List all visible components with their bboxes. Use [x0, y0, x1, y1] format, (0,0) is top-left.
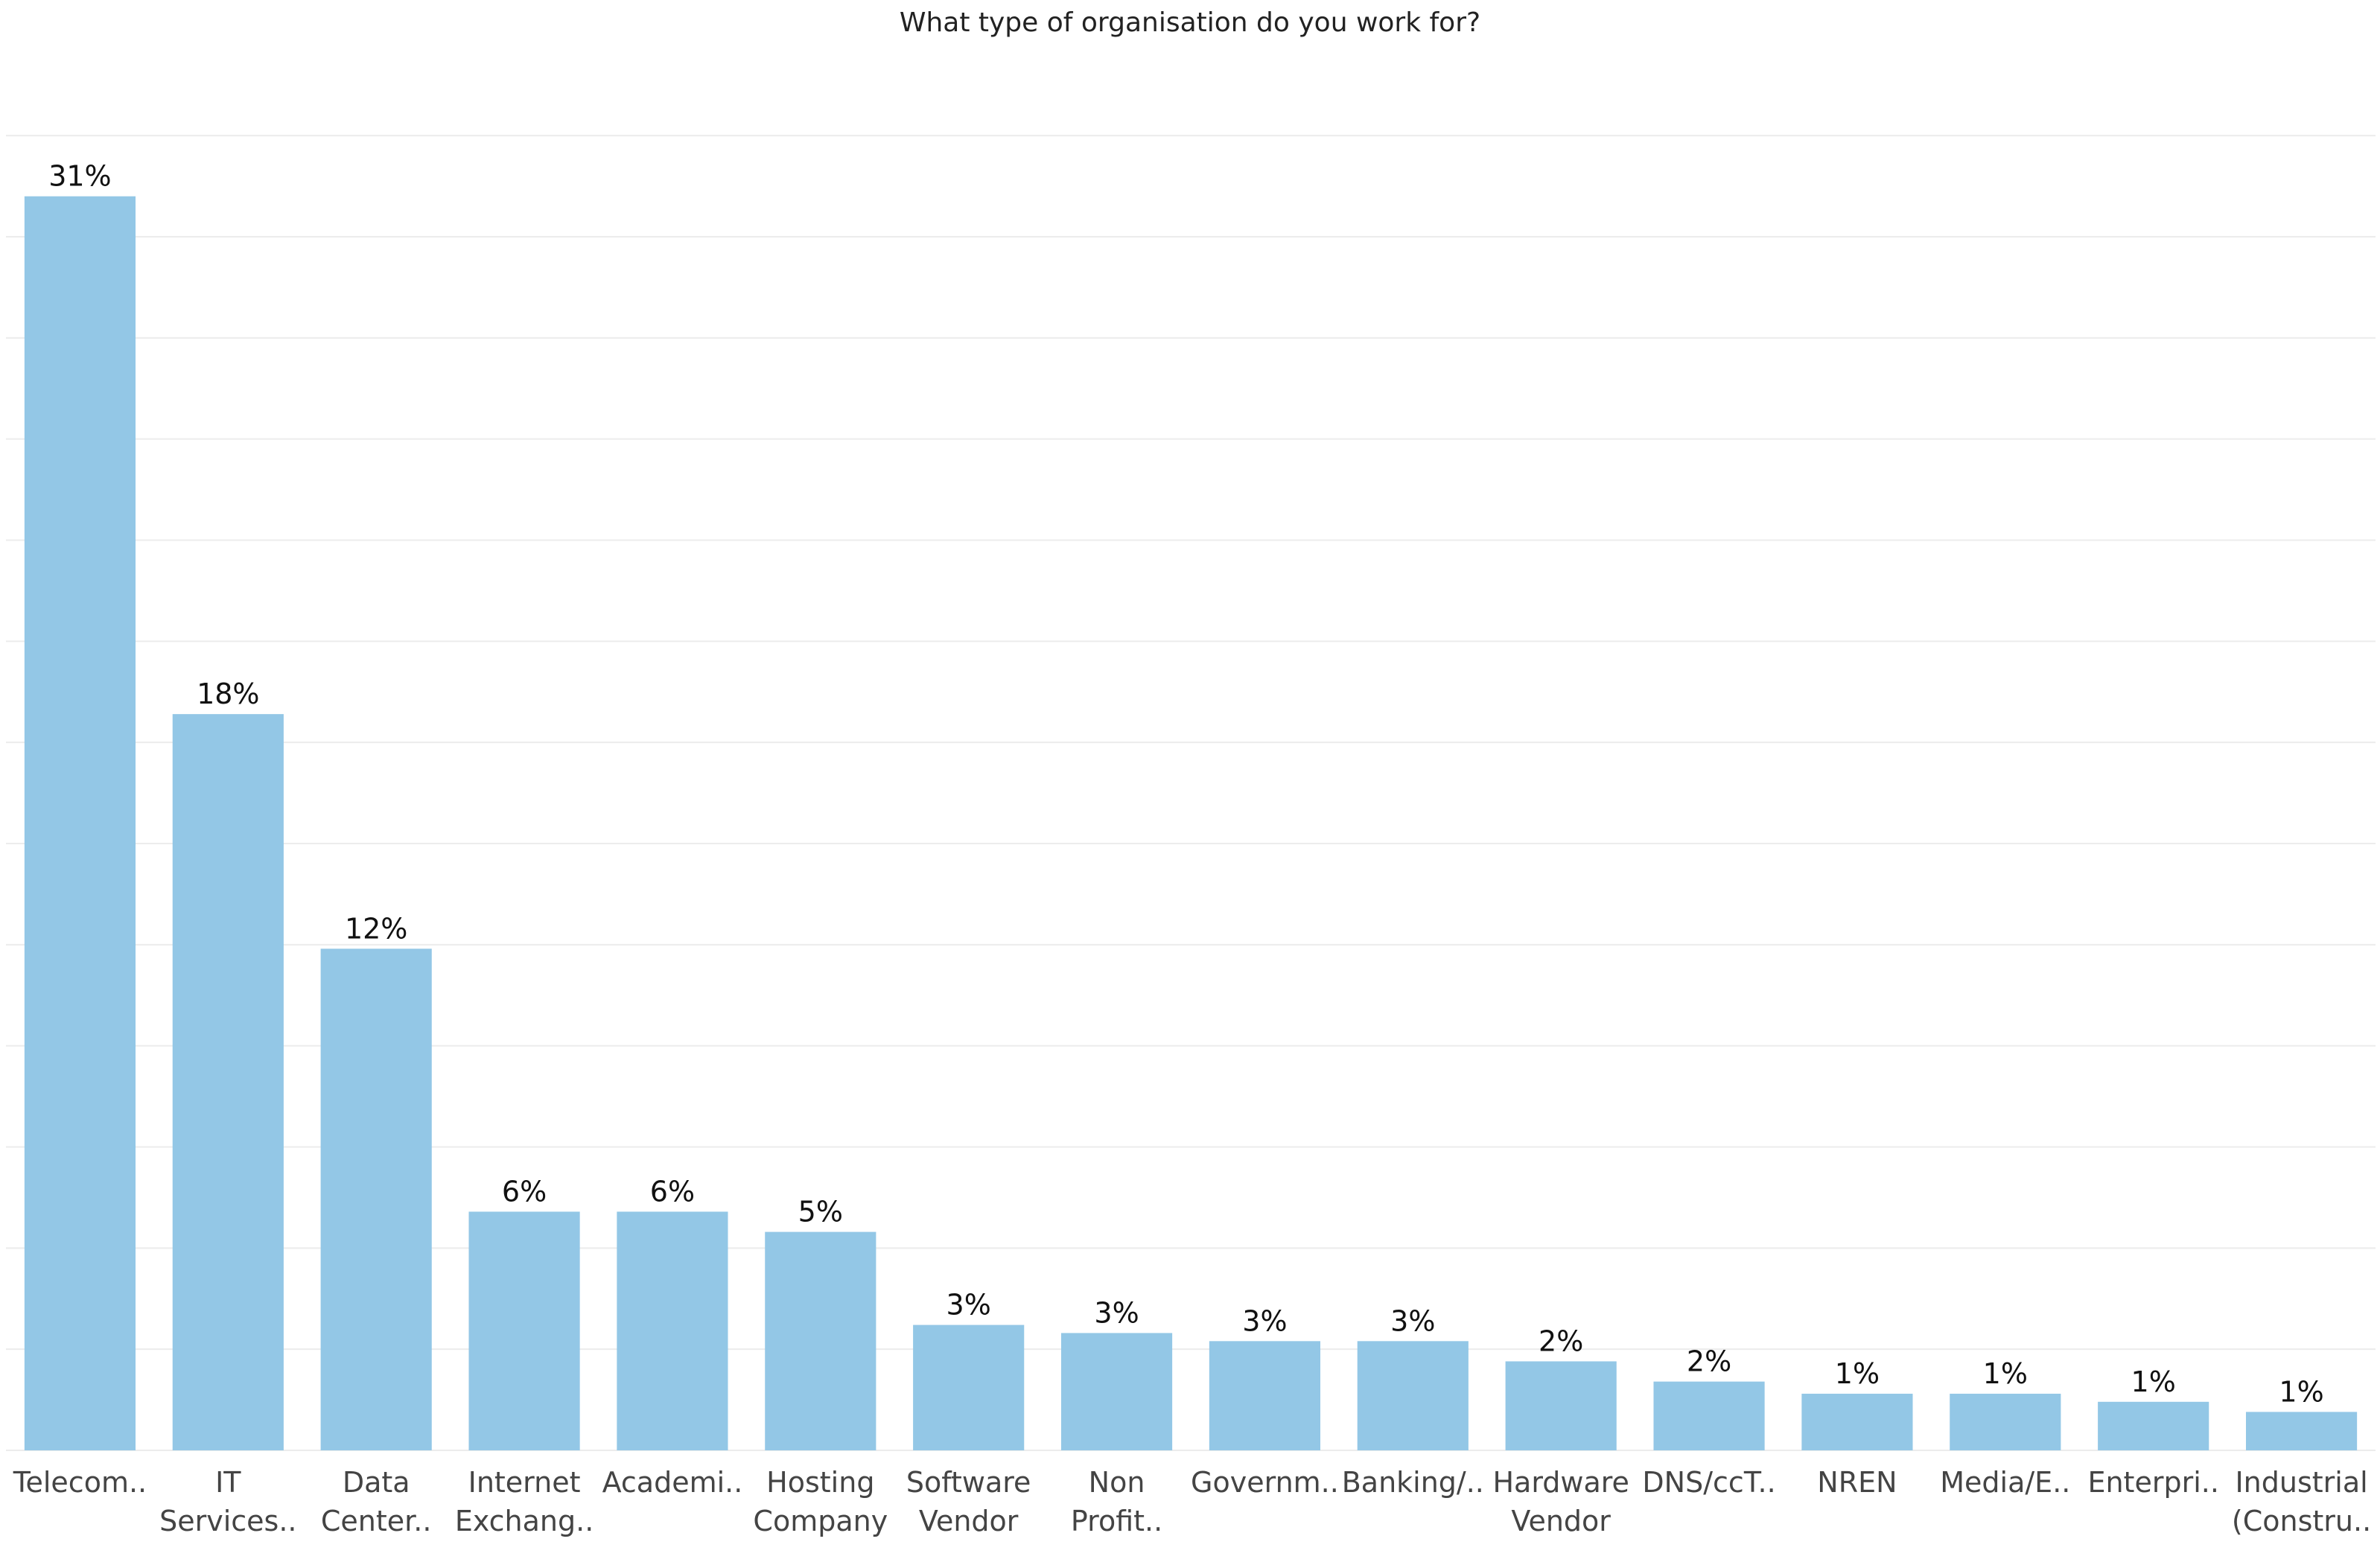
data-label-10: 2% [1539, 1325, 1583, 1357]
data-label-7: 3% [1094, 1296, 1139, 1329]
data-label-9: 3% [1390, 1304, 1435, 1337]
bar-2 [320, 949, 432, 1450]
data-label-12: 1% [1835, 1357, 1880, 1390]
data-labels: 31% 18% 12% 6% 6% 5% 3% 3% 3% 3% 2% 2% 1% 1% 1% 1% [48, 160, 2324, 1409]
x-tick-label-13: Media/E.. [1940, 1466, 2070, 1499]
x-tick-label-1: IT Services.. [159, 1466, 296, 1537]
bar-3 [468, 1211, 580, 1450]
data-label-4: 6% [650, 1175, 695, 1208]
bar-14 [2098, 1401, 2209, 1450]
x-tick-label-11: DNS/ccT.. [1642, 1466, 1775, 1499]
x-tick-label-3: Internet Exchang.. [455, 1466, 594, 1537]
bar-6 [913, 1325, 1025, 1450]
data-label-11: 2% [1687, 1345, 1731, 1378]
bar-11 [1653, 1381, 1765, 1450]
bar-5 [765, 1231, 876, 1450]
gridlines [6, 135, 2376, 1451]
bar-0 [24, 196, 136, 1451]
bar-10 [1505, 1361, 1617, 1450]
bar-4 [617, 1211, 728, 1450]
data-label-15: 1% [2279, 1375, 2323, 1408]
data-label-0: 31% [48, 160, 111, 193]
data-label-2: 12% [345, 912, 407, 945]
data-label-8: 3% [1242, 1304, 1287, 1337]
x-tick-label-8: Governm.. [1191, 1466, 1339, 1499]
x-tick-labels: Telecom.. IT Services.. Data Center.. Interne… [13, 1466, 2371, 1537]
data-label-3: 6% [502, 1175, 547, 1208]
bars [24, 196, 2358, 1451]
data-label-5: 5% [798, 1196, 843, 1228]
x-tick-label-2: Data Center.. [321, 1466, 432, 1537]
bar-1 [172, 714, 284, 1450]
data-label-1: 18% [197, 678, 259, 710]
x-tick-label-12: NREN [1817, 1466, 1897, 1499]
x-tick-label-5: Hosting Company [753, 1466, 888, 1537]
bar-12 [1801, 1393, 1913, 1450]
bar-9 [1357, 1341, 1469, 1450]
bar-15 [2245, 1412, 2358, 1450]
x-tick-label-6: Software Vendor [906, 1466, 1031, 1537]
x-tick-label-7: Non Profit.. [1071, 1466, 1162, 1537]
x-tick-label-9: Banking/.. [1342, 1466, 1484, 1499]
data-label-13: 1% [1983, 1357, 2028, 1390]
chart-title: What type of organisation do you work fo… [900, 7, 1480, 38]
x-tick-label-14: Enterpri.. [2087, 1466, 2218, 1499]
bar-7 [1060, 1333, 1173, 1450]
x-tick-label-4: Academi.. [602, 1466, 743, 1499]
x-tick-label-15: Industrial (Constru.. [2232, 1466, 2371, 1537]
data-label-14: 1% [2131, 1365, 2176, 1398]
x-tick-label-0: Telecom.. [13, 1466, 147, 1499]
data-label-6: 3% [946, 1289, 991, 1322]
bar-8 [1209, 1341, 1321, 1450]
x-tick-label-10: Hardware Vendor [1492, 1466, 1629, 1537]
bar-13 [1950, 1393, 2061, 1450]
